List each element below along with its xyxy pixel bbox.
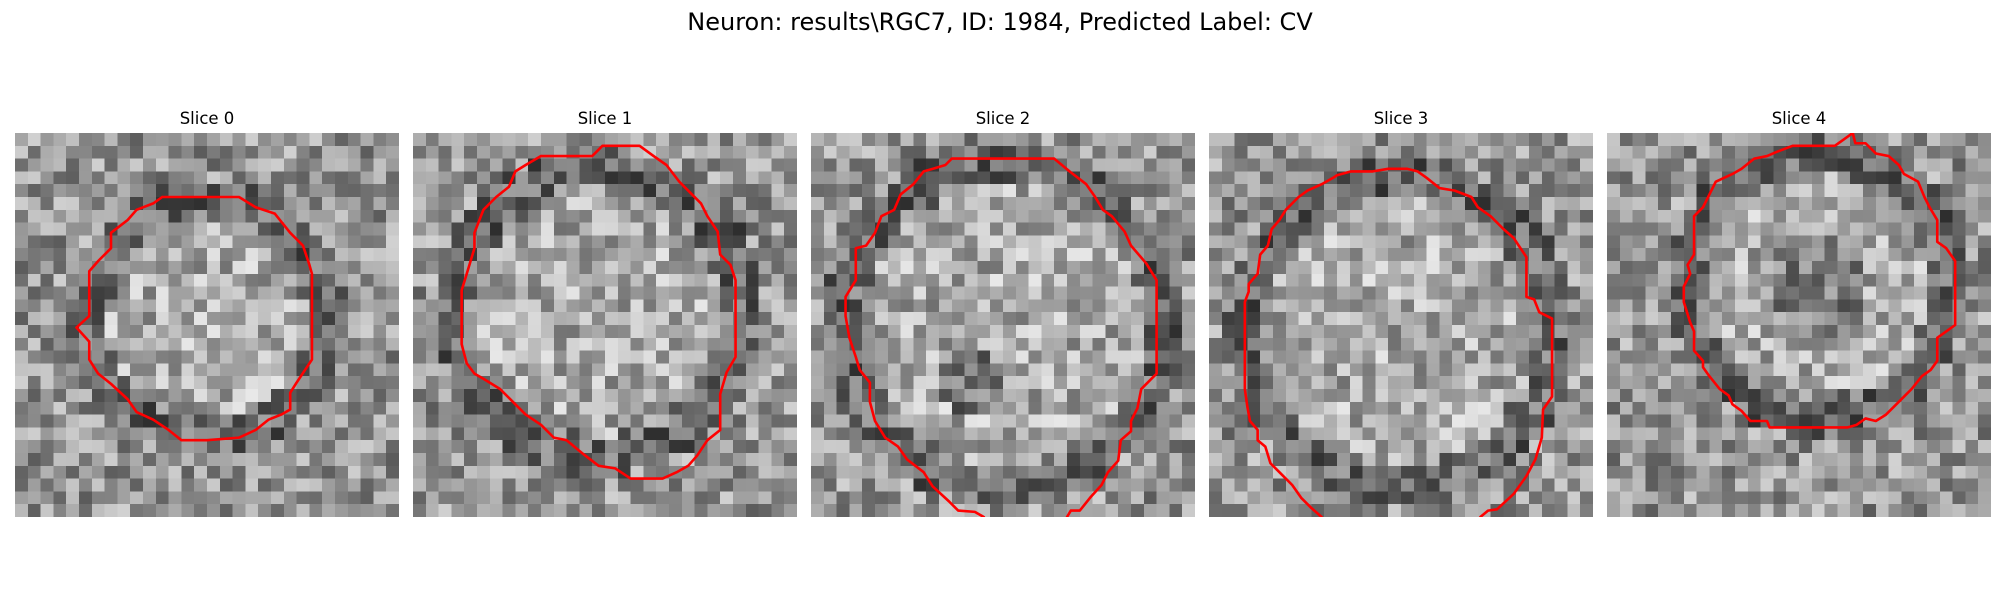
slice-image-3 [1209,133,1593,517]
segmentation-contour [462,146,736,479]
slice-image-2 [811,133,1195,517]
microscopy-pixels [811,133,1195,517]
microscopy-pixels [1607,133,1991,517]
segmentation-contour [1245,169,1552,517]
slice-title-1: Slice 1 [577,109,633,128]
slice-title-0: Slice 0 [179,109,235,128]
slice-title-4: Slice 4 [1771,109,1827,128]
figure-title: Neuron: results\RGC7, ID: 1984, Predicte… [687,8,1313,36]
segmentation-contour [76,197,312,440]
segmentation-contour [1684,133,1955,427]
slice-image-1 [413,133,797,517]
slice-title-3: Slice 3 [1373,109,1429,128]
segmentation-contour [846,159,1157,517]
slice-image-4 [1607,133,1991,517]
slice-image-0 [15,133,399,517]
slice-title-2: Slice 2 [975,109,1031,128]
microscopy-pixels [413,133,797,517]
microscopy-pixels [15,133,399,517]
